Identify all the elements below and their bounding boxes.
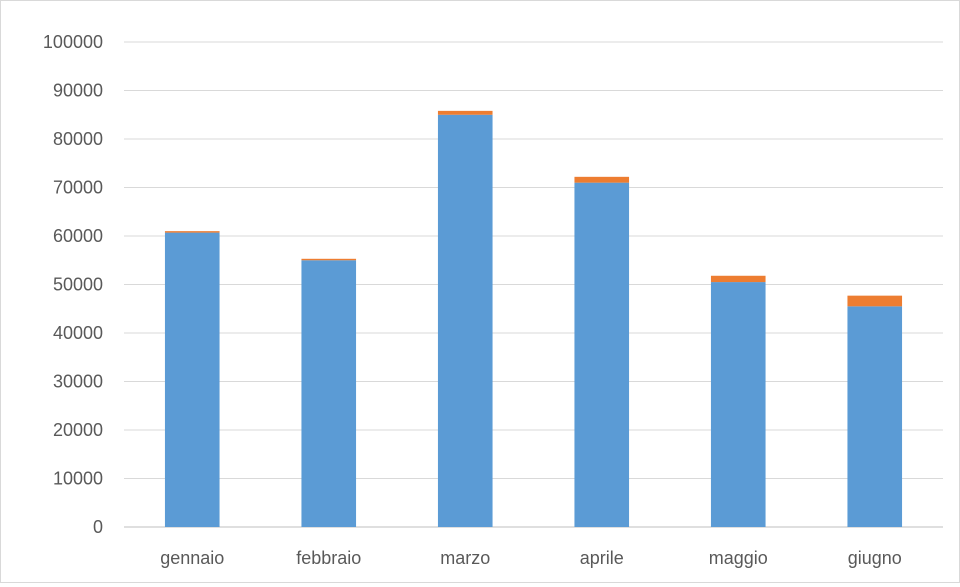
bar-segment-series-2 (847, 295, 903, 307)
y-tick-label: 70000 (53, 178, 103, 198)
bar-segment-series-2 (164, 231, 220, 233)
y-tick-label: 40000 (53, 323, 103, 343)
bar-segment-series-1 (301, 260, 357, 527)
y-tick-label: 10000 (53, 469, 103, 489)
bars (164, 110, 903, 528)
y-axis-tick-labels: 0 10000 20000 30000 40000 50000 60000 70000 8000… (43, 32, 103, 537)
y-tick-label: 20000 (53, 420, 103, 440)
y-tick-label: 50000 (53, 275, 103, 295)
gridlines (124, 41, 943, 528)
bar-segment-series-2 (710, 275, 766, 283)
y-tick-label: 30000 (53, 372, 103, 392)
bar-segment-series-1 (437, 114, 493, 527)
x-tick-label: febbraio (296, 548, 361, 568)
bar-segment-series-2 (301, 258, 357, 261)
x-tick-label: maggio (709, 548, 768, 568)
x-tick-label: marzo (440, 548, 490, 568)
y-tick-label: 60000 (53, 226, 103, 246)
y-tick-label: 0 (93, 517, 103, 537)
bar-segment-series-2 (437, 110, 493, 115)
x-tick-label: aprile (580, 548, 624, 568)
x-tick-label: gennaio (160, 548, 224, 568)
y-tick-label: 80000 (53, 129, 103, 149)
bar-segment-series-1 (164, 232, 220, 528)
x-tick-label: giugno (848, 548, 902, 568)
x-axis-tick-labels: gennaio febbraio marzo aprile maggio giugno (160, 548, 902, 568)
bar-segment-series-1 (574, 182, 630, 527)
bar-segment-series-1 (710, 282, 766, 527)
bar-segment-series-1 (847, 306, 903, 527)
y-tick-label: 90000 (53, 81, 103, 101)
bar-segment-series-2 (574, 176, 630, 183)
y-tick-label: 100000 (43, 32, 103, 52)
